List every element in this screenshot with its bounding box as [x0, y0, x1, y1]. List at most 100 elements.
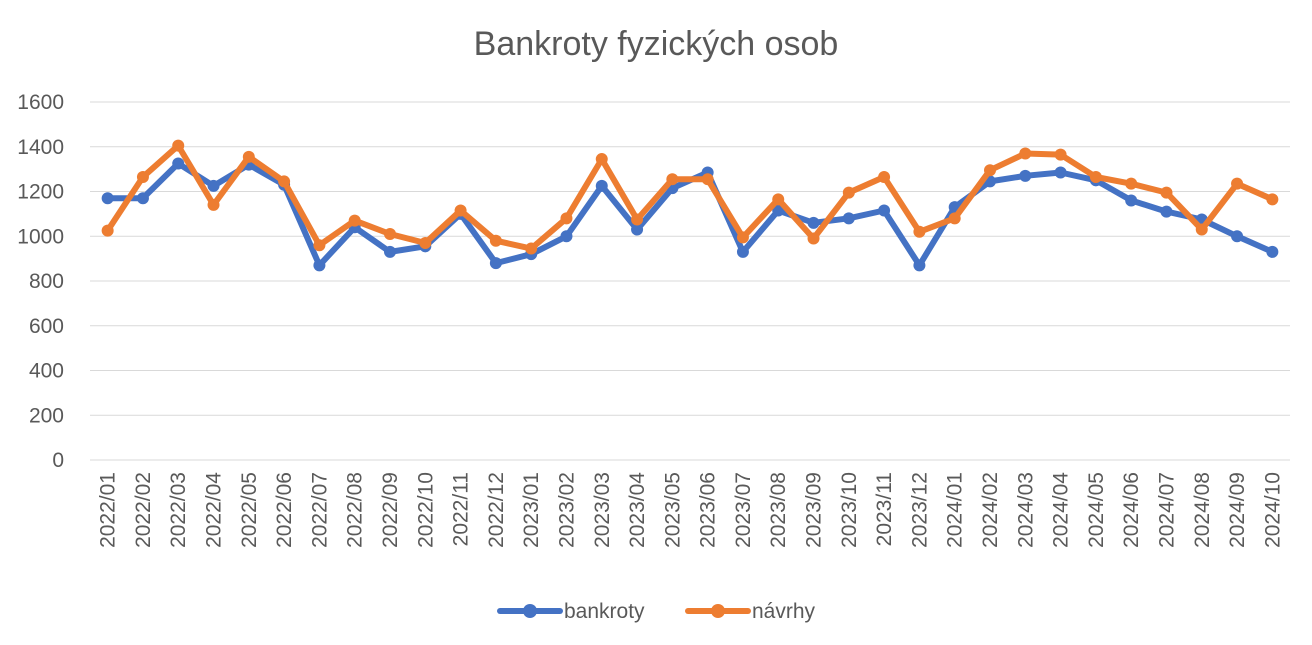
data-point [772, 193, 785, 206]
x-tick-label: 2022/06 [273, 472, 296, 548]
x-tick-label: 2024/09 [1226, 472, 1249, 548]
legend-swatch-marker [523, 604, 537, 618]
data-point [736, 245, 749, 258]
y-tick-label: 1000 [17, 225, 64, 248]
x-tick-label: 2023/04 [626, 472, 649, 548]
data-point [419, 236, 432, 249]
legend-label: návrhy [752, 600, 816, 623]
x-tick-label: 2024/02 [979, 472, 1002, 548]
x-tick-label: 2023/06 [697, 472, 720, 548]
data-point [631, 223, 644, 236]
y-tick-label: 1200 [17, 181, 64, 204]
x-tick-label: 2024/06 [1120, 472, 1143, 548]
grid [90, 101, 1290, 461]
series-line [104, 142, 1276, 252]
data-point [1266, 193, 1279, 206]
x-axis-ticks: 2022/01 2022/02 2022/03 2022/04 2022/05 2022/… [97, 472, 1285, 548]
legend-label: bankroty [564, 600, 645, 623]
data-point [595, 153, 608, 166]
x-tick-label: 2023/07 [732, 472, 755, 548]
data-point [101, 224, 114, 237]
y-tick-label: 800 [29, 270, 64, 293]
x-tick-label: 2023/03 [591, 472, 614, 548]
data-point [1195, 223, 1208, 236]
x-tick-label: 2023/02 [555, 472, 578, 548]
x-tick-label: 2022/01 [97, 472, 120, 548]
data-point [278, 175, 291, 188]
data-point [1231, 230, 1244, 243]
x-tick-label: 2022/08 [344, 472, 367, 548]
x-tick-label: 2022/07 [308, 472, 331, 548]
x-tick-label: 2023/08 [767, 472, 790, 548]
legend: bankroty návrhy [497, 600, 816, 623]
x-tick-label: 2024/05 [1085, 472, 1108, 548]
data-point [666, 173, 679, 186]
data-point [525, 242, 538, 255]
x-tick-label: 2023/01 [520, 472, 543, 548]
data-point [242, 150, 255, 163]
x-tick-label: 2024/08 [1191, 472, 1214, 548]
y-tick-label: 600 [29, 315, 64, 338]
data-point [454, 204, 467, 217]
legend-swatch-marker [711, 604, 725, 618]
data-point [1054, 166, 1067, 179]
data-point [136, 170, 149, 183]
data-point [489, 234, 502, 247]
x-tick-label: 2023/12 [908, 472, 931, 548]
data-point [560, 230, 573, 243]
x-tick-label: 2023/10 [838, 472, 861, 548]
data-point [1054, 148, 1067, 161]
x-tick-label: 2022/05 [238, 472, 261, 548]
data-point [1019, 169, 1032, 182]
data-point [595, 179, 608, 192]
x-tick-label: 2024/03 [1014, 472, 1037, 548]
data-point [384, 245, 396, 258]
data-point [1231, 177, 1244, 190]
data-point [948, 212, 961, 225]
data-point [913, 225, 926, 238]
data-point [489, 257, 502, 270]
y-tick-label: 1600 [17, 91, 64, 114]
data-point [1160, 205, 1173, 218]
data-point [913, 259, 926, 272]
x-tick-label: 2022/09 [379, 472, 402, 548]
y-axis-ticks: 0 200 400 600 800 1000 1200 1400 1600 [17, 91, 64, 472]
data-point [1266, 245, 1279, 258]
data-point [1160, 186, 1173, 199]
data-point [878, 170, 891, 183]
x-tick-label: 2023/09 [803, 472, 826, 548]
data-point [807, 232, 820, 245]
x-tick-label: 2023/11 [873, 472, 896, 546]
x-tick-label: 2024/01 [944, 472, 967, 548]
data-point [878, 204, 891, 217]
x-tick-label: 2022/02 [132, 472, 155, 548]
y-tick-label: 1400 [17, 136, 64, 159]
x-tick-label: 2022/10 [414, 472, 437, 548]
legend-item: návrhy [685, 600, 816, 623]
data-point [348, 214, 361, 227]
data-point [842, 186, 855, 199]
series-návrhy [101, 139, 1279, 255]
x-tick-label: 2024/04 [1050, 472, 1073, 548]
data-point [560, 212, 573, 225]
data-point [1089, 170, 1102, 183]
data-point [172, 139, 185, 152]
y-tick-label: 0 [52, 449, 64, 472]
data-point [736, 231, 749, 244]
data-point [313, 239, 326, 252]
x-tick-label: 2024/10 [1261, 472, 1284, 548]
x-tick-label: 2024/07 [1155, 472, 1178, 548]
data-point [101, 192, 114, 205]
data-point [136, 192, 149, 205]
data-point [207, 198, 220, 211]
x-tick-label: 2022/04 [203, 472, 226, 548]
x-tick-label: 2022/11 [450, 472, 473, 546]
data-point [807, 216, 820, 229]
legend-item: bankroty [497, 600, 645, 623]
chart-title: Bankroty fyzických osob [474, 25, 839, 63]
y-tick-label: 400 [29, 360, 64, 383]
x-tick-label: 2023/05 [661, 472, 684, 548]
data-point [384, 228, 396, 241]
x-tick-label: 2022/03 [167, 472, 190, 548]
data-point [172, 157, 185, 170]
